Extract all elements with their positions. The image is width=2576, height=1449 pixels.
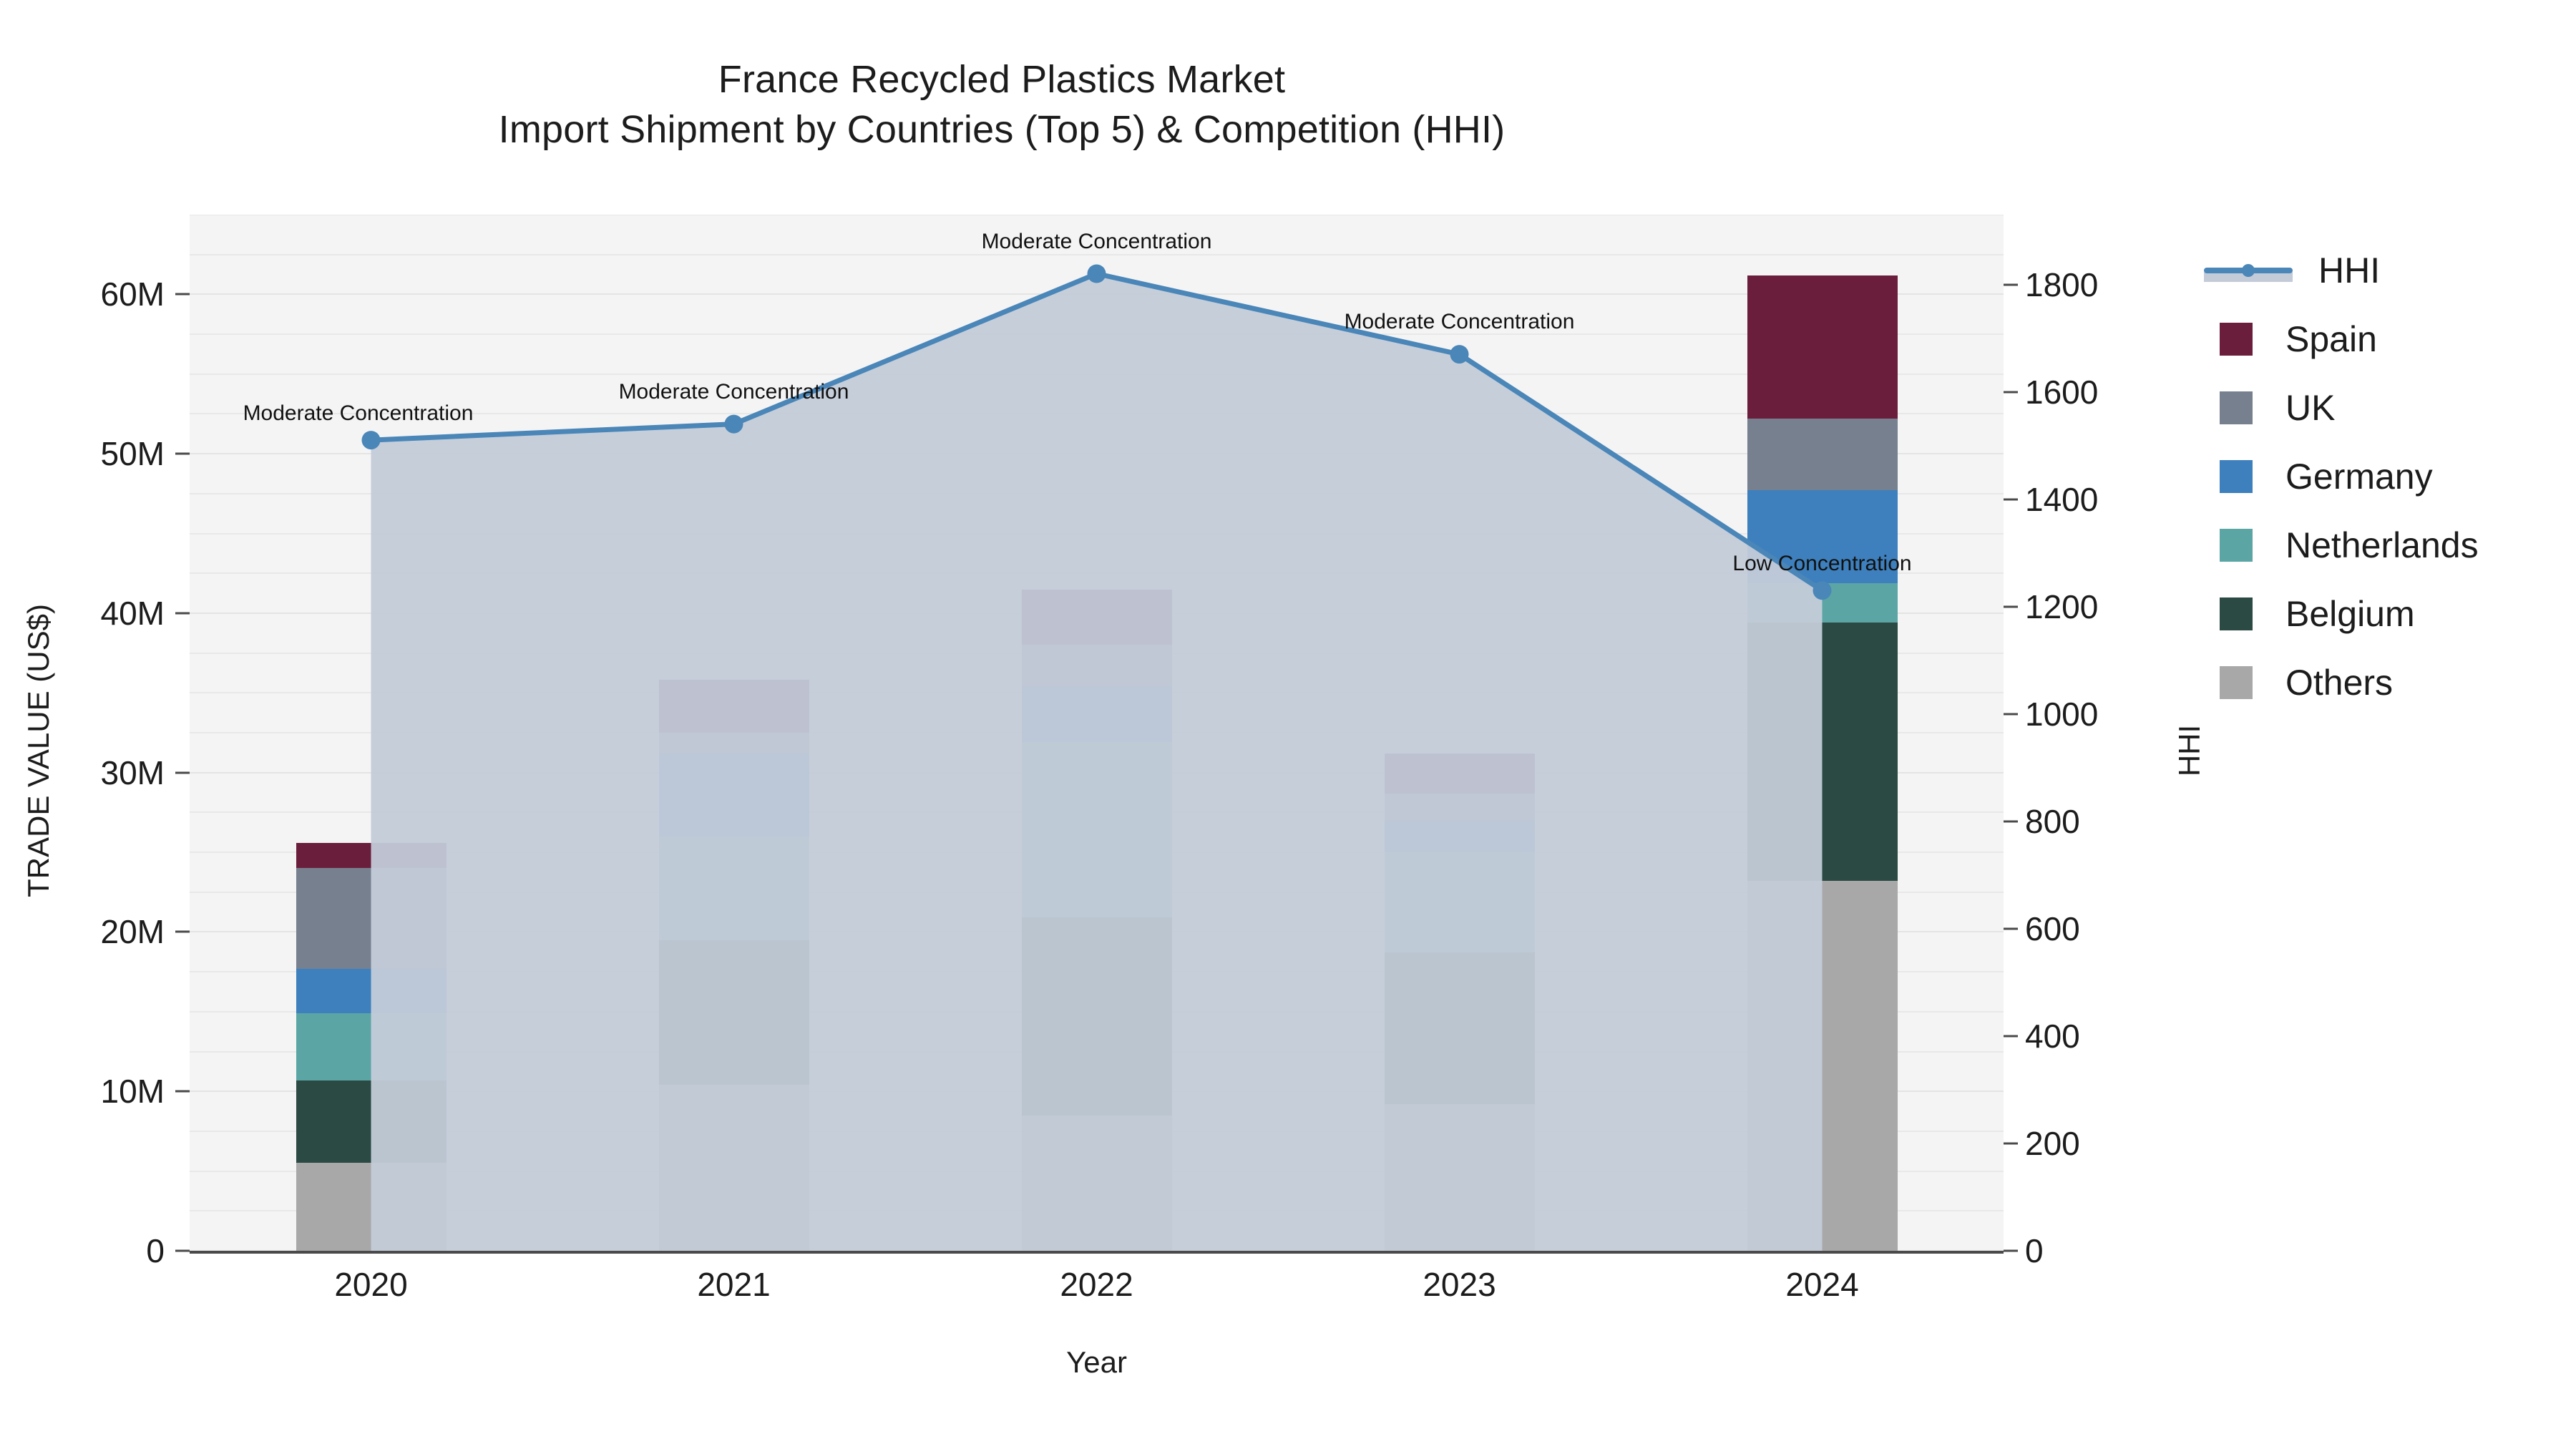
chart-title-line-2: Import Shipment by Countries (Top 5) & C… bbox=[498, 108, 1506, 152]
y-right-tick-mark bbox=[2004, 1249, 2018, 1252]
chart-title: France Recycled Plastics Market Import S… bbox=[0, 54, 2004, 155]
y-left-tick-20M: 20M bbox=[100, 913, 165, 951]
y-left-tick-40M: 40M bbox=[100, 594, 165, 632]
hhi-data-points bbox=[361, 264, 1832, 600]
y-right-tick-mark bbox=[2004, 1035, 2018, 1038]
hhi-point-2020[interactable] bbox=[361, 431, 381, 450]
bar-segment-spain[interactable] bbox=[1747, 275, 1898, 419]
legend-label: HHI bbox=[2318, 250, 2381, 291]
x-tick-2024: 2024 bbox=[1785, 1266, 1859, 1303]
y-right-tick-1400: 1400 bbox=[2025, 480, 2099, 518]
hhi-point-2022[interactable] bbox=[1087, 264, 1106, 283]
legend-label: Germany bbox=[2285, 457, 2433, 497]
y-left-tick-mark bbox=[175, 771, 190, 774]
legend-line-marker-icon bbox=[2204, 254, 2293, 287]
legend-item-belgium[interactable]: Belgium bbox=[2204, 580, 2576, 648]
y-axis-right-title: HHI bbox=[2172, 724, 2206, 777]
y-left-tick-mark bbox=[175, 1090, 190, 1093]
y-left-tick-mark bbox=[175, 452, 190, 455]
y-left-tick-10M: 10M bbox=[100, 1073, 165, 1111]
gridline bbox=[190, 253, 2004, 255]
x-tick-2022: 2022 bbox=[1060, 1266, 1133, 1303]
x-axis-title: Year bbox=[1066, 1345, 1127, 1379]
y-right-tick-1600: 1600 bbox=[2025, 373, 2099, 411]
y-right-tick-800: 800 bbox=[2025, 802, 2080, 840]
hhi-point-2024[interactable] bbox=[1813, 581, 1832, 600]
legend-item-others[interactable]: Others bbox=[2204, 648, 2576, 717]
bar-segment-uk[interactable] bbox=[1747, 419, 1898, 491]
legend-item-germany[interactable]: Germany bbox=[2204, 442, 2576, 511]
y-right-tick-1000: 1000 bbox=[2025, 695, 2099, 733]
chart-legend: HHI Spain UK Germany Netherlands Belgium Other… bbox=[2204, 236, 2576, 717]
legend-label: Others bbox=[2285, 663, 2394, 703]
x-tick-2023: 2023 bbox=[1423, 1266, 1496, 1303]
plot-area: Moderate Concentration Moderate Concentra… bbox=[190, 215, 2004, 1252]
y-left-tick-60M: 60M bbox=[100, 275, 165, 313]
legend-label: UK bbox=[2285, 388, 2336, 428]
y-left-tick-0: 0 bbox=[146, 1232, 165, 1269]
chart-title-line-1: France Recycled Plastics Market bbox=[718, 58, 1286, 101]
legend-item-uk[interactable]: UK bbox=[2204, 374, 2576, 442]
legend-swatch-others bbox=[2220, 666, 2253, 699]
legend-label: Belgium bbox=[2285, 594, 2415, 634]
y-right-tick-mark bbox=[2004, 1142, 2018, 1145]
x-tick-2020: 2020 bbox=[334, 1266, 408, 1303]
legend-dot-swatch bbox=[2242, 264, 2255, 277]
legend-label: Netherlands bbox=[2285, 525, 2479, 565]
y-left-tick-30M: 30M bbox=[100, 753, 165, 791]
y-right-tick-1200: 1200 bbox=[2025, 587, 2099, 625]
x-axis-line bbox=[190, 1251, 2004, 1254]
y-right-tick-1800: 1800 bbox=[2025, 265, 2099, 303]
y-right-tick-400: 400 bbox=[2025, 1017, 2080, 1055]
legend-swatch-germany bbox=[2220, 460, 2253, 493]
x-tick-2021: 2021 bbox=[697, 1266, 771, 1303]
legend-swatch-uk bbox=[2220, 391, 2253, 424]
y-right-tick-600: 600 bbox=[2025, 909, 2080, 947]
hhi-area-fill bbox=[371, 273, 1823, 1251]
y-axis-left-title: TRADE VALUE (US$) bbox=[21, 604, 55, 897]
legend-swatch-netherlands bbox=[2220, 529, 2253, 562]
y-left-tick-mark bbox=[175, 930, 190, 933]
legend-item-netherlands[interactable]: Netherlands bbox=[2204, 511, 2576, 580]
y-right-tick-0: 0 bbox=[2025, 1232, 2044, 1269]
legend-item-spain[interactable]: Spain bbox=[2204, 305, 2576, 374]
y-left-tick-50M: 50M bbox=[100, 435, 165, 473]
y-right-tick-mark bbox=[2004, 713, 2018, 716]
y-left-tick-mark bbox=[175, 1249, 190, 1252]
hhi-point-2021[interactable] bbox=[724, 414, 743, 434]
legend-swatch-spain bbox=[2220, 323, 2253, 356]
y-right-tick-mark bbox=[2004, 498, 2018, 501]
y-left-tick-mark bbox=[175, 612, 190, 615]
legend-item-hhi[interactable]: HHI bbox=[2204, 236, 2576, 305]
y-right-tick-mark bbox=[2004, 820, 2018, 823]
y-left-tick-mark bbox=[175, 293, 190, 296]
hhi-point-2023[interactable] bbox=[1450, 345, 1469, 364]
legend-label: Spain bbox=[2285, 319, 2377, 359]
hhi-line-overlay bbox=[361, 264, 1832, 1251]
y-right-tick-mark bbox=[2004, 927, 2018, 930]
y-right-tick-200: 200 bbox=[2025, 1124, 2080, 1162]
legend-area-swatch bbox=[2204, 272, 2293, 282]
y-right-tick-mark bbox=[2004, 605, 2018, 608]
y-right-tick-mark bbox=[2004, 283, 2018, 286]
y-right-tick-mark bbox=[2004, 391, 2018, 394]
legend-swatch-belgium bbox=[2220, 597, 2253, 630]
